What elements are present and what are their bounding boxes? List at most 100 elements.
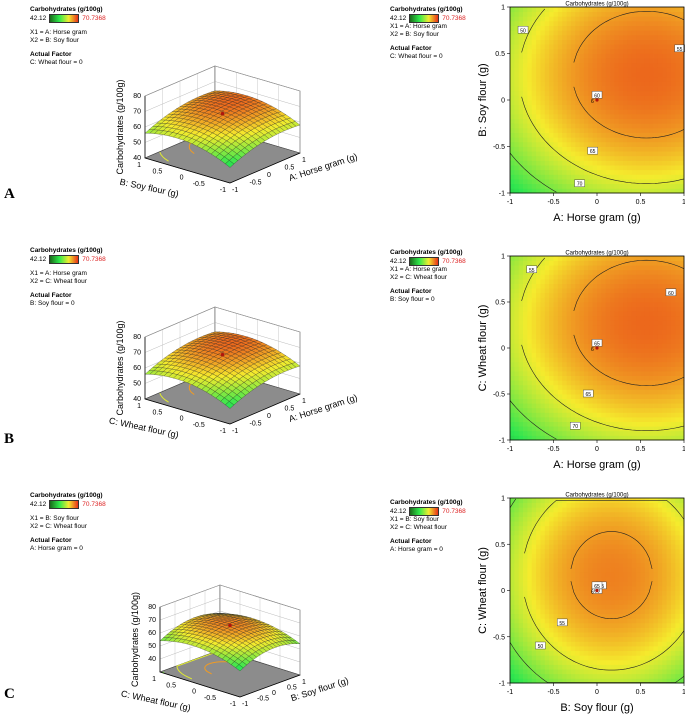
heatmap-cell [540, 288, 546, 294]
heatmap-cell [627, 132, 633, 138]
heatmap-cell [549, 384, 554, 390]
heatmap-cell [592, 155, 598, 161]
heatmap-cell [675, 403, 681, 409]
heatmap-cell [644, 380, 650, 386]
heatmap-cell [527, 426, 533, 432]
heatmap-cell [662, 7, 667, 13]
heatmap-cell [527, 548, 533, 554]
heatmap-cell [592, 279, 598, 284]
heatmap-cell [605, 62, 611, 68]
heatmap-cell [557, 407, 563, 413]
heatmap-cell [610, 403, 615, 409]
heatmap-cell [605, 123, 611, 129]
z-tick-label: 50 [133, 381, 141, 388]
heatmap-cell [531, 16, 537, 22]
heatmap-cell [675, 311, 681, 317]
heatmap-cell [518, 375, 524, 381]
heatmap-cell [597, 265, 602, 271]
heatmap-cell [666, 421, 672, 427]
heatmap-cell [614, 86, 620, 92]
heatmap-cell [636, 343, 641, 349]
heatmap-cell [623, 25, 628, 31]
heatmap-cell [562, 632, 567, 638]
heatmap-cell [566, 72, 572, 78]
heatmap-cell [523, 325, 528, 330]
heatmap-cell [523, 384, 528, 390]
heatmap-cell [510, 334, 515, 340]
heatmap-cell [670, 260, 676, 266]
heatmap-cell [549, 348, 554, 353]
heatmap-cell [675, 412, 681, 418]
heatmap-cell [597, 16, 602, 22]
heatmap-cell [649, 7, 654, 13]
actual-factor-title: Actual Factor [390, 45, 432, 52]
heatmap-cell [601, 7, 607, 13]
heatmap-cell [662, 394, 667, 399]
heatmap-cell [579, 58, 585, 64]
heatmap-cell [579, 371, 585, 376]
heatmap-cell [653, 357, 659, 363]
heatmap-cell [557, 669, 563, 675]
heatmap-cell [540, 118, 546, 124]
x-tick-label: -1 [232, 428, 238, 435]
heatmap-cell [549, 516, 554, 522]
heatmap-cell [523, 562, 528, 568]
heatmap-cell [592, 348, 598, 353]
heatmap-cell [514, 113, 520, 119]
heatmap-cell [614, 179, 620, 185]
heatmap-cell [610, 407, 615, 413]
heatmap-cell [649, 165, 654, 171]
heatmap-cell [510, 384, 515, 390]
heatmap-cell [597, 188, 602, 194]
heatmap-cell [570, 34, 576, 40]
heatmap-cell [579, 127, 585, 133]
heatmap-cell [662, 325, 667, 330]
heatmap-cell [614, 306, 620, 312]
heatmap-cell [636, 302, 641, 307]
heatmap-cell [649, 338, 654, 344]
heatmap-cell [649, 146, 654, 152]
heatmap-cell [679, 169, 685, 175]
heatmap-cell [536, 265, 541, 271]
heatmap-cell [666, 366, 672, 372]
heatmap-cell [627, 16, 633, 22]
heatmap-cell [614, 39, 620, 45]
heatmap-cell [570, 357, 576, 363]
heatmap-cell [623, 67, 628, 73]
heatmap-cell [549, 394, 554, 399]
heatmap-cell [510, 530, 515, 536]
heatmap-cell [588, 421, 594, 427]
heatmap-cell [566, 338, 572, 344]
heatmap-cell [514, 62, 520, 68]
heatmap-cell [514, 562, 520, 568]
heatmap-cell [514, 127, 520, 133]
heatmap-cell [527, 95, 533, 101]
heatmap-cell [557, 188, 563, 194]
heatmap-cell [575, 123, 580, 129]
heatmap-cell [623, 169, 628, 175]
heatmap-cell [592, 183, 598, 189]
heatmap-cell [557, 655, 563, 661]
heatmap-cell [657, 417, 663, 422]
heatmap-cell [618, 352, 624, 358]
heatmap-cell [562, 511, 567, 517]
heatmap-cell [540, 283, 546, 289]
heatmap-cell [583, 127, 589, 133]
heatmap-cell [583, 398, 589, 404]
heatmap-cell [553, 558, 559, 564]
heatmap-cell [653, 146, 659, 152]
heatmap-cell [518, 352, 524, 358]
heatmap-cell [510, 169, 515, 175]
heatmap-cell [653, 407, 659, 413]
heatmap-cell [531, 548, 537, 554]
heatmap-cell [579, 352, 585, 358]
heatmap-cell [540, 412, 546, 418]
heatmap-cell [523, 155, 528, 161]
heatmap-cell [562, 609, 567, 615]
heatmap-cell [670, 274, 676, 280]
heatmap-cell [527, 366, 533, 372]
heatmap-cell [557, 104, 563, 110]
heatmap-cell [549, 590, 554, 596]
heatmap-cell [610, 67, 615, 73]
heatmap-cell [614, 16, 620, 22]
